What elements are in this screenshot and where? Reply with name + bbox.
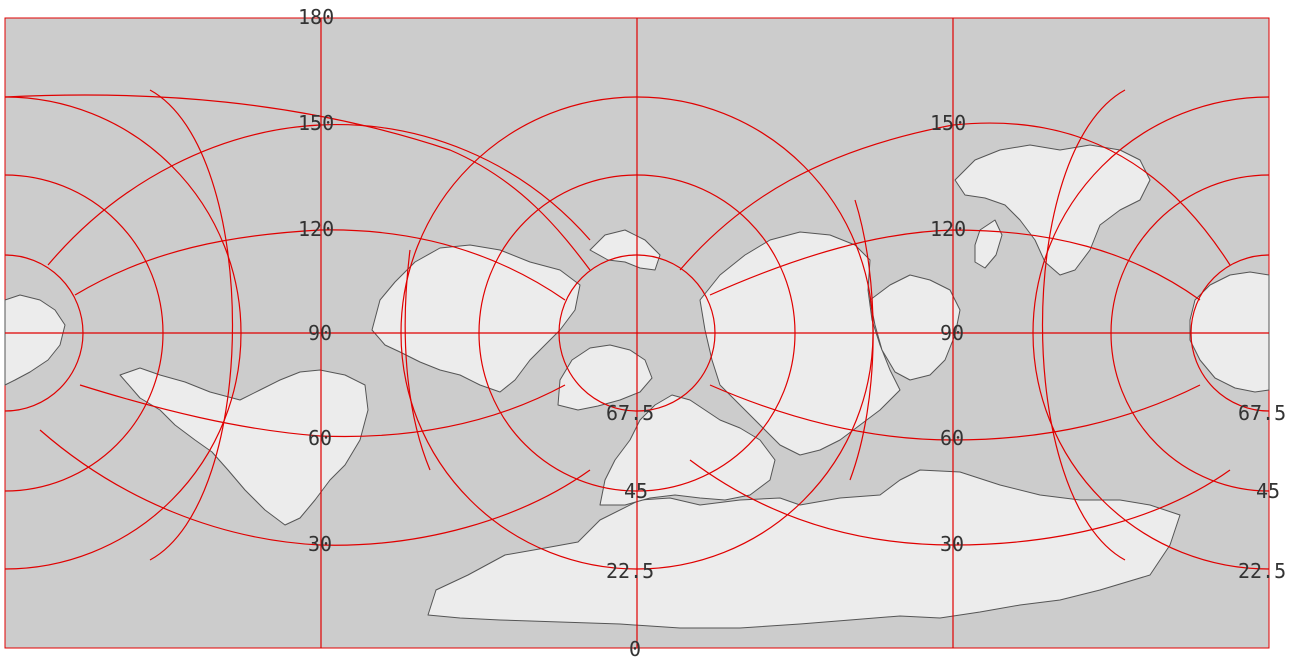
graticule-right-circle-3 (1032, 96, 1270, 570)
graticule-right-circle-1 (1190, 254, 1270, 412)
land-greenland (557, 344, 653, 411)
label-center-45: 45 (624, 479, 648, 503)
land-islands-japan (974, 219, 1003, 269)
label-right-30: 30 (940, 532, 964, 556)
land-africa (427, 469, 1181, 629)
land-east-asia (869, 274, 961, 381)
graticule-curve-l-120 (47, 123, 591, 266)
land-europe (599, 394, 776, 506)
label-left-120: 120 (298, 217, 334, 241)
graticule-left-circle-3 (4, 96, 242, 570)
label-center-67-5: 67.5 (606, 401, 654, 425)
graticule-curve-r-30 (689, 459, 1231, 546)
graticule-oval-far-left (149, 89, 233, 561)
graticule-curve-l-100 (74, 229, 566, 301)
label-left-30: 30 (308, 532, 332, 556)
graticule-oval-right (849, 199, 874, 481)
graticule-left-circle-1 (4, 254, 84, 412)
land-right-lobe (1189, 271, 1270, 393)
graticule-curve-r-150 (679, 122, 1231, 271)
graticule-labels: 180 0 150 120 90 60 30 150 120 90 60 30 … (298, 5, 1286, 661)
graticule (4, 18, 1270, 648)
graticule-center-circle-1 (558, 254, 716, 412)
label-edge-45: 45 (1256, 479, 1280, 503)
label-left-90: 90 (308, 321, 332, 345)
label-right-60: 60 (940, 426, 964, 450)
land-south-america (119, 367, 369, 526)
graticule-curve-l-30 (39, 429, 591, 546)
label-right-90: 90 (940, 321, 964, 345)
label-left-60: 60 (308, 426, 332, 450)
label-bottom-0: 0 (629, 637, 641, 661)
graticule-center-circle-2 (478, 174, 796, 492)
label-right-120: 120 (930, 217, 966, 241)
label-center-22-5: 22.5 (606, 559, 654, 583)
graticule-right-circle-2 (1110, 174, 1270, 492)
label-left-150: 150 (298, 111, 334, 135)
graticule-oval-far-right (1042, 89, 1126, 561)
label-right-150: 150 (930, 111, 966, 135)
land-arctic-islands (589, 229, 661, 271)
graticule-curve-r-120 (709, 229, 1201, 301)
label-top-180: 180 (298, 5, 334, 29)
land-north-america (371, 244, 581, 393)
graticule-left-circle-2 (4, 174, 164, 492)
graticule-oval-left (404, 249, 431, 471)
land-left-lobe (4, 294, 66, 386)
land-masses (4, 144, 1270, 629)
land-siberia (699, 231, 901, 456)
graticule-curve-l-150 (4, 94, 591, 271)
label-edge-22-5: 22.5 (1238, 559, 1286, 583)
land-far-east (954, 144, 1151, 276)
label-edge-67-5: 67.5 (1238, 401, 1286, 425)
graticule-curve-r-60 (709, 384, 1201, 441)
graticule-curve-l-60 (79, 384, 566, 438)
